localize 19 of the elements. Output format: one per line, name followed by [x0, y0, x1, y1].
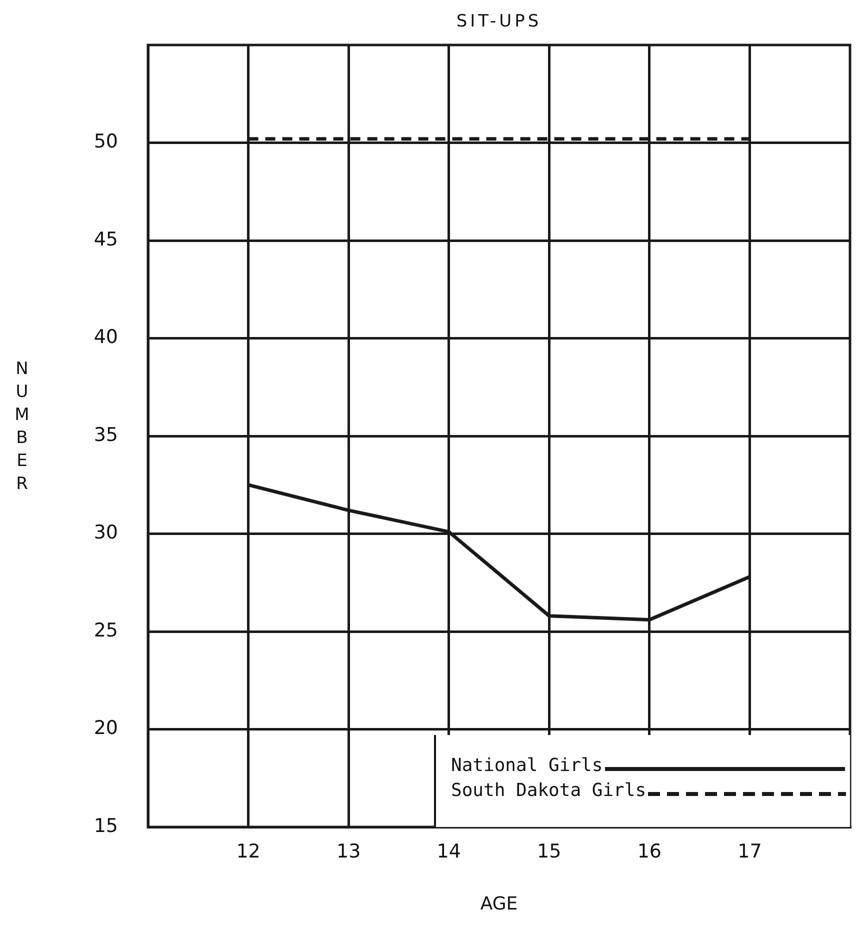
x-tick-label: 15 [537, 840, 562, 862]
y-tick-label: 25 [94, 619, 118, 642]
y-tick-label: 35 [94, 424, 118, 446]
y-tick-label: 45 [94, 228, 118, 250]
y-tick-label: 40 [94, 326, 118, 348]
y-tick-label: 50 [94, 130, 118, 153]
legend-label: National Girls [451, 755, 603, 776]
y-axis-title: NUMBER [14, 358, 30, 494]
legend-label: South Dakota Girls [451, 780, 646, 801]
y-tick-label: 30 [94, 522, 118, 544]
x-tick-label: 17 [738, 840, 762, 862]
x-axis-title: AGE [480, 894, 518, 915]
x-tick-label: 12 [236, 840, 260, 862]
x-tick-label: 13 [336, 840, 361, 862]
y-tick-label: 20 [94, 717, 118, 740]
y-tick-label: 15 [94, 814, 118, 837]
chart-title: SIT-UPS [456, 11, 542, 32]
x-tick-label: 14 [436, 840, 461, 862]
x-tick-label: 16 [637, 840, 662, 862]
